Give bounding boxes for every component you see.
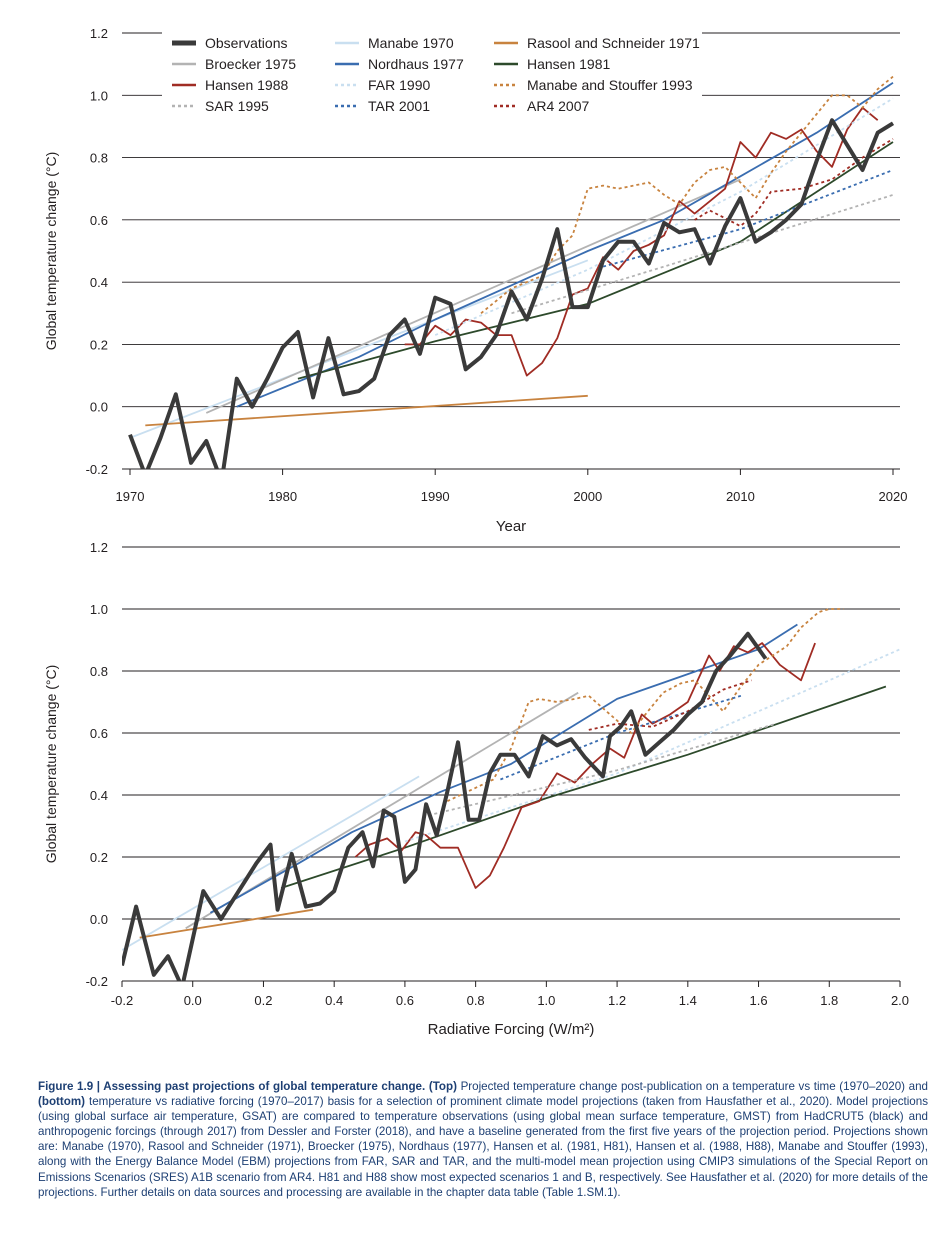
x-tick-label: 1.6 xyxy=(750,993,768,1008)
x-tick-label: 1.8 xyxy=(820,993,838,1008)
y-axis-label: Global temperature change (°C) xyxy=(43,665,59,864)
y-tick-label: -0.2 xyxy=(86,974,108,989)
series-line-sar-1995 xyxy=(511,194,894,315)
chart-panel-time: -0.2 0.0 0.2 0.4 0.6 0.8 1.0 1.2 1970 1980 1990 200… xyxy=(43,26,907,535)
y-tick-label: 0.2 xyxy=(90,337,108,352)
caption-part1: Projected temperature change post-public… xyxy=(456,1080,928,1093)
y-tick-label: 1.0 xyxy=(90,88,108,103)
legend-label: Broecker 1975 xyxy=(205,56,296,72)
legend-label: TAR 2001 xyxy=(368,98,430,114)
series-line-ar4-2007 xyxy=(588,679,752,731)
x-tick-label: 1970 xyxy=(116,489,145,504)
figure-canvas: -0.2 0.0 0.2 0.4 0.6 0.8 1.0 1.2 1970 1980 1990 200… xyxy=(43,26,909,1038)
y-tick-label: -0.2 xyxy=(86,462,108,477)
series-line-nordhaus-1977 xyxy=(209,623,798,914)
series-group xyxy=(122,608,900,981)
x-tick-label: 0.2 xyxy=(254,993,272,1008)
series-line-manabe-and-stouffer-1993 xyxy=(446,608,844,803)
y-tick-label: 0.0 xyxy=(90,400,108,415)
legend-label: Rasool and Schneider 1971 xyxy=(527,35,700,51)
series-line-sar-1995 xyxy=(422,722,777,818)
y-tick-label: 0.8 xyxy=(90,151,108,166)
x-tick-label: 2010 xyxy=(726,489,755,504)
caption-part2: temperature vs radiative forcing (1970–2… xyxy=(38,1095,928,1199)
x-tick-label: 1990 xyxy=(421,489,450,504)
legend: Observations Manabe 1970 Rasool and Schnei… xyxy=(162,30,702,118)
series-line-rasool-and-schneider-1971 xyxy=(145,394,588,427)
y-tick-label: 0.4 xyxy=(90,788,108,803)
x-tick-label: 0.8 xyxy=(467,993,485,1008)
y-axis-label: Global temperature change (°C) xyxy=(43,152,59,351)
x-tick-label: 1.2 xyxy=(608,993,626,1008)
legend-label: AR4 2007 xyxy=(527,98,589,114)
series-line-ar4-2007 xyxy=(694,138,894,228)
x-tick-label: 2.0 xyxy=(891,993,909,1008)
y-tick-label: 0.8 xyxy=(90,664,108,679)
y-tick-label: 0.0 xyxy=(90,912,108,927)
series-line-hansen-1988 xyxy=(404,106,879,377)
series-group xyxy=(128,75,895,469)
series-line-hansen-1981 xyxy=(280,685,887,889)
y-tick-label: 1.2 xyxy=(90,540,108,555)
caption-bottom: (bottom) xyxy=(38,1095,85,1109)
series-line-observations xyxy=(128,118,895,469)
figure-caption: Figure 1.9 | Assessing past projections … xyxy=(38,1079,928,1200)
legend-label: Manabe and Stouffer 1993 xyxy=(527,77,693,93)
series-line-rasool-and-schneider-1971 xyxy=(139,908,314,939)
x-tick-label: 1.0 xyxy=(537,993,555,1008)
legend-label: Hansen 1988 xyxy=(205,77,289,93)
y-tick-label: 0.4 xyxy=(90,275,108,290)
legend-background xyxy=(162,30,702,118)
legend-label: Hansen 1981 xyxy=(527,56,611,72)
x-tick-label: -0.2 xyxy=(111,993,133,1008)
y-tick-label: 1.2 xyxy=(90,26,108,41)
x-axis-label: Radiative Forcing (W/m²) xyxy=(428,1021,595,1038)
series-line-observations xyxy=(122,631,768,981)
x-axis-label: Year xyxy=(496,518,526,535)
x-tick-label: 0.6 xyxy=(396,993,414,1008)
x-tick-label: 0.0 xyxy=(184,993,202,1008)
legend-label: FAR 1990 xyxy=(368,77,430,93)
chart-panel-forcing: -0.2 0.0 0.2 0.4 0.6 0.8 1.0 1.2 -0.2 0.0 0.2 0.4 0.… xyxy=(43,540,909,1038)
legend-label: Manabe 1970 xyxy=(368,35,454,51)
x-tick-label: 2000 xyxy=(573,489,602,504)
legend-label: Nordhaus 1977 xyxy=(368,56,464,72)
y-tick-label: 0.6 xyxy=(90,726,108,741)
series-line-broecker-1975 xyxy=(205,178,741,414)
series-line-tar-2001 xyxy=(500,694,742,781)
x-tick-label: 2020 xyxy=(879,489,908,504)
x-tick-label: 1980 xyxy=(268,489,297,504)
x-tick-label: 1.4 xyxy=(679,993,697,1008)
legend-label: SAR 1995 xyxy=(205,98,269,114)
caption-lead: Figure 1.9 | Assessing past projections … xyxy=(38,1080,457,1093)
x-tick-label: 0.4 xyxy=(325,993,343,1008)
series-line-far-1990 xyxy=(434,97,894,336)
y-tick-label: 0.2 xyxy=(90,850,108,865)
legend-label: Observations xyxy=(205,35,287,51)
y-tick-label: 1.0 xyxy=(90,602,108,617)
series-line-manabe-and-stouffer-1993 xyxy=(480,75,894,314)
y-tick-label: 0.6 xyxy=(90,213,108,228)
